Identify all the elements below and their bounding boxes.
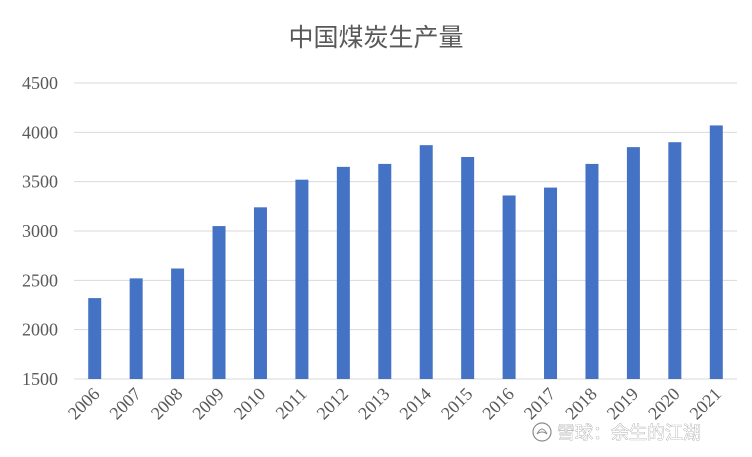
- x-tick-label: 2019: [603, 384, 643, 424]
- y-tick-label: 3000: [22, 221, 58, 241]
- bar-2014: [419, 145, 433, 379]
- bar-2010: [253, 207, 267, 379]
- y-tick-label: 2000: [22, 320, 58, 340]
- bar-2017: [544, 187, 558, 379]
- bar-series: [88, 125, 723, 379]
- x-tick-label: 2008: [147, 384, 187, 424]
- x-tick-label: 2013: [354, 384, 394, 424]
- bar-2021: [709, 125, 723, 379]
- bar-2018: [585, 163, 599, 379]
- x-tick-label: 2020: [644, 384, 684, 424]
- y-tick-label: 2500: [22, 270, 58, 290]
- x-tick-label: 2006: [64, 384, 104, 424]
- x-tick-label: 2015: [437, 384, 477, 424]
- chart-title: 中国煤炭生产量: [288, 23, 463, 52]
- bar-2006: [88, 298, 102, 379]
- bar-2019: [626, 147, 640, 379]
- x-tick-label: 2011: [272, 384, 311, 423]
- x-axis-ticks: 2006 2007 2008 2009 2010 2011 2012 2013 2014 2015…: [64, 384, 725, 424]
- bar-2020: [668, 142, 682, 379]
- bar-2016: [502, 195, 516, 379]
- y-tick-label: 4500: [22, 73, 58, 93]
- x-tick-label: 2007: [105, 384, 145, 424]
- gridlines: [74, 82, 737, 380]
- bar-2007: [129, 278, 143, 379]
- bar-2009: [212, 226, 226, 379]
- watermark-text: 雪球：余生的江湖: [557, 423, 701, 444]
- bar-2012: [336, 166, 350, 379]
- bar-2013: [378, 163, 392, 379]
- x-tick-label: 2012: [313, 384, 353, 424]
- x-tick-label: 2009: [188, 384, 228, 424]
- x-tick-label: 2018: [561, 384, 601, 424]
- y-tick-label: 4000: [22, 122, 58, 142]
- x-tick-label: 2014: [395, 384, 435, 424]
- snowball-logo-icon: [532, 422, 552, 442]
- bar-2015: [461, 157, 475, 379]
- y-tick-label: 1500: [22, 369, 58, 389]
- x-tick-label: 2021: [686, 384, 726, 424]
- watermark: 雪球：余生的江湖: [532, 422, 701, 444]
- x-tick-label: 2016: [478, 384, 518, 424]
- bar-2011: [295, 179, 309, 379]
- x-tick-label: 2010: [230, 384, 270, 424]
- bar-2008: [171, 268, 185, 379]
- y-tick-label: 3500: [22, 172, 58, 192]
- y-axis-ticks: 1500 2000 2500 3000 3500 4000 4500: [22, 73, 58, 389]
- x-tick-label: 2017: [520, 384, 560, 424]
